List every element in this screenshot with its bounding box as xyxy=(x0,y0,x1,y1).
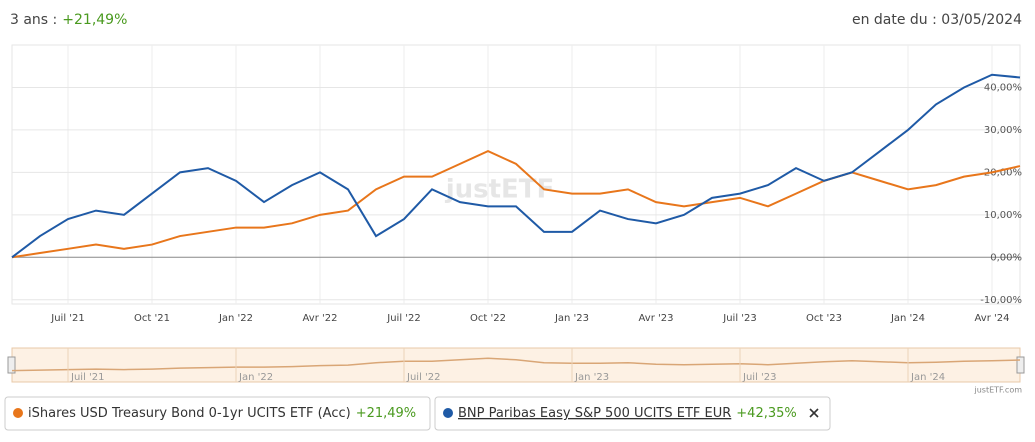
y-tick-label: -10,00% xyxy=(980,295,1022,306)
navigator-label: Juil '21 xyxy=(70,372,105,383)
y-tick-label: 30,00% xyxy=(984,125,1022,136)
x-tick-label: Jan '24 xyxy=(890,313,925,324)
period-return: +21,49% xyxy=(62,12,127,28)
x-tick-label: Avr '22 xyxy=(303,313,338,324)
date-label: en date du : 03/05/2024 xyxy=(852,12,1022,28)
navigator-label: Jan '23 xyxy=(574,372,609,383)
x-tick-label: Jan '22 xyxy=(218,313,253,324)
x-tick-label: Avr '24 xyxy=(975,313,1010,324)
legend-item[interactable] xyxy=(4,396,431,431)
x-tick-label: Juil '22 xyxy=(386,313,421,324)
x-tick-label: Oct '21 xyxy=(134,313,170,324)
navigator-handle[interactable] xyxy=(7,356,16,374)
x-tick-label: Oct '23 xyxy=(806,313,842,324)
credit: justETF.com xyxy=(974,386,1023,395)
period-label: 3 ans : xyxy=(10,12,57,28)
legend-marker xyxy=(13,408,23,418)
y-tick-label: 0,00% xyxy=(990,252,1022,263)
series-line xyxy=(11,73,1021,259)
legend-return: +21,49% xyxy=(356,406,416,421)
watermark: justETF xyxy=(445,175,555,205)
legend-marker xyxy=(443,408,453,418)
legend-name: BNP Paribas Easy S&P 500 UCITS ETF EUR xyxy=(458,406,731,421)
navigator-label: Jan '22 xyxy=(238,372,273,383)
legend-return: +42,35% xyxy=(736,406,796,421)
x-tick-label: Jan '23 xyxy=(554,313,589,324)
navigator-handle[interactable] xyxy=(1016,356,1025,374)
y-tick-label: 20,00% xyxy=(984,167,1022,178)
legend-name: iShares USD Treasury Bond 0-1yr UCITS ET… xyxy=(28,406,351,421)
period: 3 ans : +21,49% xyxy=(10,12,127,28)
navigator-label: Juil '23 xyxy=(742,372,777,383)
legend-label: iShares USD Treasury Bond 0-1yr UCITS ET… xyxy=(28,406,416,421)
y-tick-label: 10,00% xyxy=(984,210,1022,221)
navigator-line xyxy=(11,357,1021,372)
close-icon[interactable] xyxy=(809,408,819,418)
x-tick-label: Avr '23 xyxy=(639,313,674,324)
legend-item[interactable] xyxy=(434,396,831,431)
navigator-label: Jan '24 xyxy=(910,372,945,383)
navigator-label: Juil '22 xyxy=(406,372,441,383)
x-tick-label: Juil '23 xyxy=(722,313,757,324)
navigator xyxy=(11,347,1021,383)
plot-area xyxy=(11,44,1021,305)
y-tick-label: 40,00% xyxy=(984,82,1022,93)
legend-label: BNP Paribas Easy S&P 500 UCITS ETF EUR +4… xyxy=(458,406,797,421)
x-tick-label: Oct '22 xyxy=(470,313,506,324)
x-tick-label: Juil '21 xyxy=(50,313,85,324)
